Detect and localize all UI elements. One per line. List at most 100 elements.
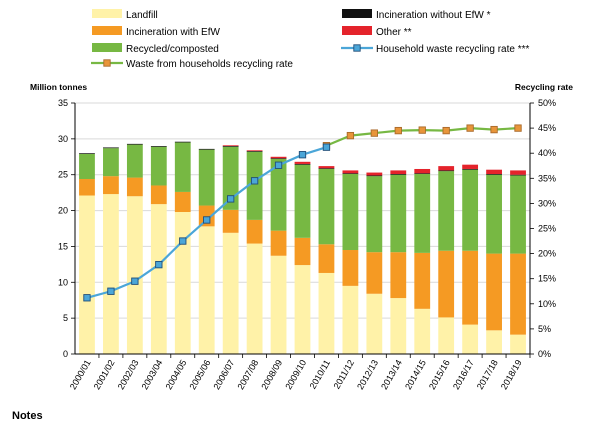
x-tick-label: 2006/07 [211, 358, 236, 391]
legend-swatch [342, 26, 372, 35]
y2-tick-label: 5% [538, 324, 551, 334]
bar-segment [366, 175, 383, 177]
bar-segment [486, 174, 502, 254]
bar-segment [390, 174, 407, 253]
bar-segment [222, 145, 239, 147]
rate-point [298, 151, 307, 159]
bar-segment [270, 230, 287, 256]
y-tick-label: 15 [58, 241, 68, 251]
bar-segment [342, 170, 359, 174]
y2-axis-title: Recycling rate [515, 82, 573, 92]
rate-point [490, 125, 498, 134]
bar-segment [79, 153, 95, 154]
legend-label: Other ** [376, 27, 412, 38]
bar-segment [414, 252, 431, 309]
rate-point [418, 126, 426, 134]
y2-tick-labels: 0% 5% 10% 15% 20% 25% 30% 35% 40% 45% 50% [538, 98, 556, 359]
rate-point [370, 129, 378, 137]
legend-label: Landfill [126, 10, 158, 21]
bar-segment [462, 168, 479, 170]
bar-segment [438, 166, 455, 171]
rate-point [250, 177, 259, 185]
bar-segment [222, 232, 239, 354]
bar-segment [126, 196, 143, 354]
y2-tick-label: 15% [538, 274, 556, 284]
bar-segment [246, 151, 263, 220]
bar-segment [198, 226, 215, 354]
bar-segment [342, 173, 359, 174]
bar-segment [486, 253, 502, 331]
rate-point [442, 126, 450, 135]
legend-label: Waste from households recycling rate [126, 59, 293, 70]
legend-label: Incineration with EfW [126, 27, 220, 38]
rate-point [83, 294, 91, 302]
bar-segment [486, 169, 502, 174]
bar-segment [366, 176, 383, 253]
bar-segment [270, 255, 287, 354]
bar-segment [510, 253, 526, 335]
bar-segment [150, 204, 167, 354]
bar-segment [246, 243, 263, 354]
bar-segment [366, 293, 383, 354]
bar-segment [462, 164, 479, 169]
bar-segment [510, 175, 526, 254]
y2-tick-label: 10% [538, 299, 556, 309]
bar-segment [103, 148, 119, 177]
bar-segment [294, 265, 311, 354]
bars [79, 141, 526, 354]
bar-segment [198, 205, 215, 227]
x-tick-label: 2017/18 [475, 358, 500, 391]
y2-tick-label: 45% [538, 123, 556, 133]
bar-segment [318, 244, 335, 273]
bar-segment [414, 173, 431, 174]
y-tick-label: 0 [63, 349, 68, 359]
legend-swatch [342, 9, 372, 18]
bar-segment [366, 172, 383, 176]
bar-segment [390, 298, 407, 354]
bar-segment [198, 149, 215, 206]
rate-point [322, 143, 331, 151]
bar-segment [126, 144, 143, 178]
bar-segment [438, 171, 455, 251]
legend: Landfill Incineration without EfW * Incine… [91, 9, 530, 70]
bar-segment [510, 174, 526, 176]
rate-point [227, 195, 235, 203]
x-tick-label: 2008/09 [259, 358, 284, 391]
bar-segment [510, 334, 526, 354]
x-tick-label: 2004/05 [164, 358, 189, 391]
x-tick-label: 2010/11 [308, 358, 333, 391]
x-tick-label: 2013/14 [379, 358, 404, 391]
bar-segment [150, 146, 167, 186]
bar-segment [318, 168, 335, 245]
bar-segment [294, 237, 311, 266]
bar-segment [222, 146, 239, 210]
x-tick-label: 2011/12 [332, 358, 357, 391]
bar-segment [510, 170, 526, 175]
x-tick-label: 2018/19 [499, 358, 524, 391]
rate-point [131, 277, 139, 285]
legend-swatch-marker [353, 44, 361, 52]
rate-point [514, 124, 522, 132]
bar-segment [438, 170, 455, 172]
bar-segment [174, 142, 191, 192]
bar-segment [414, 308, 431, 354]
bar-segment [270, 158, 287, 231]
rate-point [107, 287, 115, 295]
bar-segment [174, 141, 191, 143]
bar-segment [246, 151, 263, 152]
legend-swatch [92, 9, 122, 18]
x-tick-labels: 2000/01 2001/02 2002/03 2003/04 2004/05 2005/… [68, 358, 524, 391]
rate-point [155, 260, 163, 269]
bar-segment [318, 168, 335, 169]
bar-segment [126, 177, 143, 197]
bar-segment [342, 173, 359, 251]
notes-heading: Notes [12, 410, 43, 422]
y2-tick-label: 35% [538, 173, 556, 183]
y2-tick-label: 25% [538, 224, 556, 234]
y-tick-label: 25 [58, 170, 68, 180]
x-tick-label: 2016/17 [451, 358, 476, 391]
y-tick-label: 5 [63, 313, 68, 323]
bar-segment [342, 250, 359, 286]
bar-segment [414, 173, 431, 253]
bar-segment [438, 317, 455, 354]
